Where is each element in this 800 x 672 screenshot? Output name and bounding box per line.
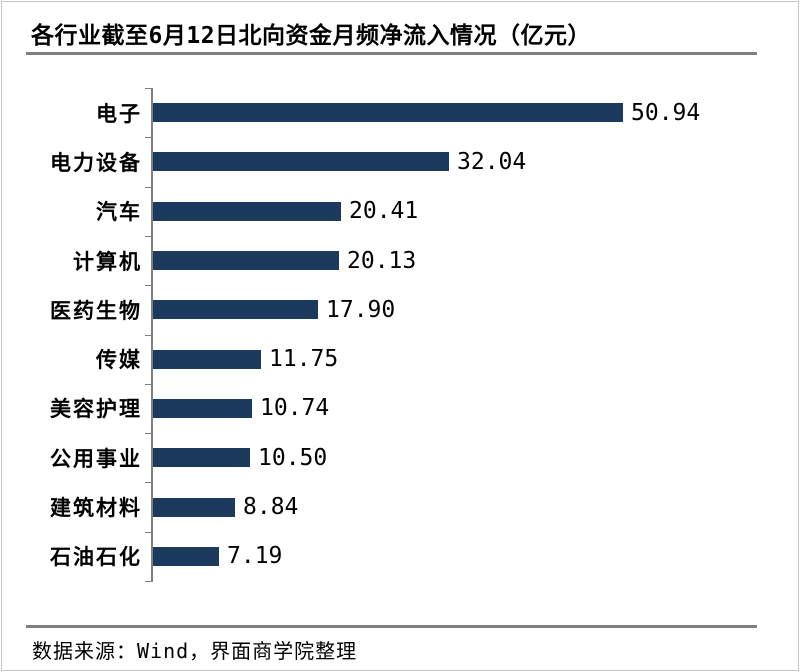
bar-row: 电力设备 32.04 bbox=[2, 137, 800, 186]
value-label: 20.41 bbox=[349, 198, 419, 225]
bar-row: 石油石化 7.19 bbox=[2, 532, 800, 581]
bar-row: 汽车 20.41 bbox=[2, 187, 800, 236]
axis-tick bbox=[145, 236, 152, 237]
category-label: 电力设备 bbox=[50, 150, 142, 175]
bar-row: 计算机 20.13 bbox=[2, 236, 800, 285]
bar-chart-plot-area: 电子 50.94 电力设备 32.04 汽车 20.41 计算机 20.13 医药生物 17.90… bbox=[2, 88, 800, 582]
value-label: 32.04 bbox=[457, 148, 527, 175]
category-label: 公用事业 bbox=[50, 446, 142, 471]
bar bbox=[153, 497, 235, 517]
category-axis-line bbox=[151, 88, 153, 582]
axis-tick bbox=[145, 482, 152, 483]
category-label: 美容护理 bbox=[50, 397, 142, 422]
bar-row: 建筑材料 8.84 bbox=[2, 482, 800, 531]
category-label: 电子 bbox=[96, 101, 142, 126]
value-label: 17.90 bbox=[326, 296, 396, 323]
category-label: 医药生物 bbox=[50, 298, 142, 323]
bar bbox=[153, 398, 252, 418]
bar-row: 美容护理 10.74 bbox=[2, 384, 800, 433]
value-label: 10.74 bbox=[260, 395, 330, 422]
axis-tick bbox=[145, 335, 152, 336]
axis-tick bbox=[145, 187, 152, 188]
axis-tick bbox=[145, 581, 152, 582]
bar bbox=[153, 300, 318, 320]
category-label: 石油石化 bbox=[50, 545, 142, 570]
value-label: 7.19 bbox=[227, 543, 283, 570]
axis-tick bbox=[145, 433, 152, 434]
value-label: 10.50 bbox=[258, 444, 328, 471]
axis-tick bbox=[145, 88, 152, 89]
bar bbox=[153, 251, 339, 271]
bar-row: 公用事业 10.50 bbox=[2, 433, 800, 482]
category-label: 计算机 bbox=[73, 249, 142, 274]
axis-tick bbox=[145, 384, 152, 385]
axis-tick bbox=[145, 532, 152, 533]
bar bbox=[153, 152, 449, 172]
value-label: 11.75 bbox=[269, 346, 339, 373]
chart-title: 各行业截至6月12日北向资金月频净流入情况（亿元） bbox=[31, 23, 592, 49]
bar bbox=[153, 349, 261, 369]
bar bbox=[153, 546, 219, 566]
bar-row: 医药生物 17.90 bbox=[2, 285, 800, 334]
value-label: 50.94 bbox=[631, 99, 701, 126]
value-label: 8.84 bbox=[243, 494, 299, 521]
bar-row: 电子 50.94 bbox=[2, 88, 800, 137]
axis-tick bbox=[145, 137, 152, 138]
value-label: 20.13 bbox=[347, 247, 417, 274]
category-label: 传媒 bbox=[96, 348, 142, 373]
bar bbox=[153, 448, 250, 468]
axis-tick bbox=[145, 285, 152, 286]
bar bbox=[153, 103, 623, 123]
data-source-note: 数据来源：Wind，界面商学院整理 bbox=[32, 639, 358, 663]
footer-divider bbox=[26, 625, 757, 628]
bar-row: 传媒 11.75 bbox=[2, 335, 800, 384]
title-divider bbox=[26, 52, 757, 55]
category-label: 汽车 bbox=[96, 200, 142, 225]
bar bbox=[153, 201, 341, 221]
category-label: 建筑材料 bbox=[50, 496, 142, 521]
